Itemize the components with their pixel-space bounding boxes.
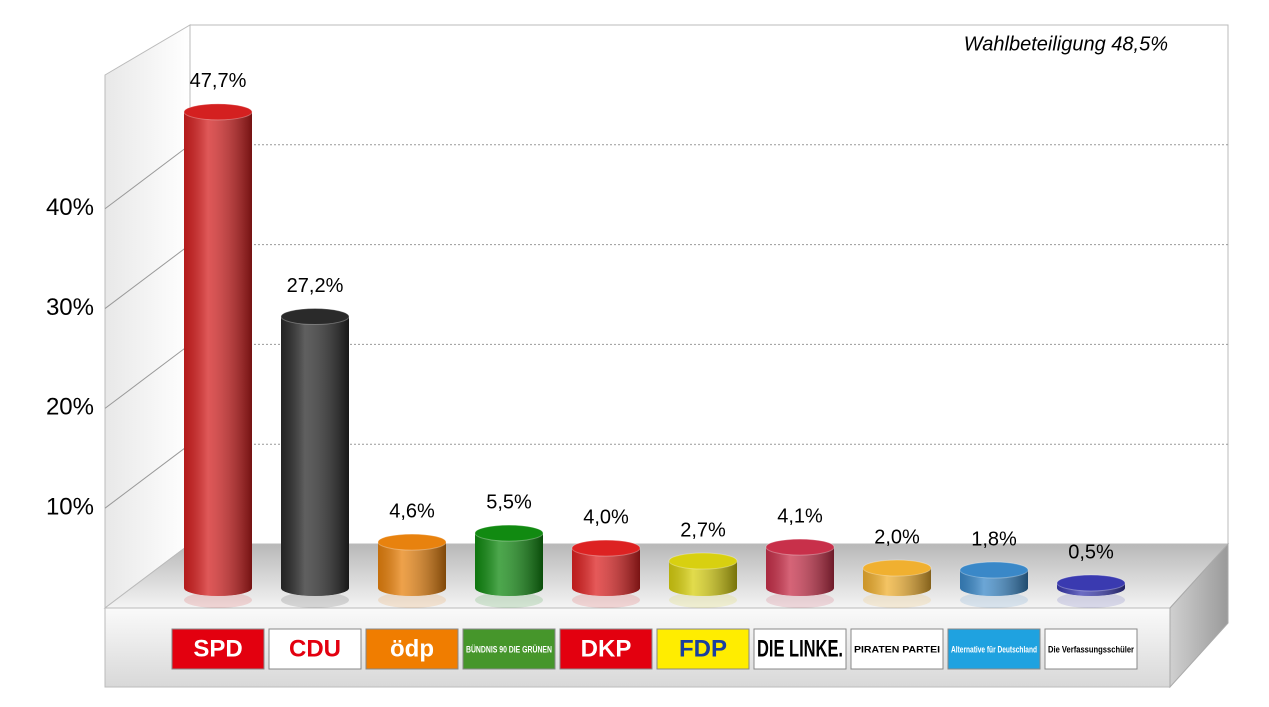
bar	[1056, 574, 1126, 608]
bar-part	[281, 592, 349, 608]
grid-line	[104, 443, 191, 509]
x-tick-label: BÜNDNIS 90 DIE GRÜNEN	[466, 644, 552, 654]
bar-part	[184, 592, 252, 608]
party-logo	[268, 628, 362, 670]
y-tick-label: 30%	[46, 294, 94, 321]
bar	[183, 103, 253, 608]
bar-part	[378, 542, 446, 596]
plot-frame	[103, 24, 1230, 689]
value-label: 47,7%	[190, 70, 247, 92]
y-tick-label: 40%	[46, 194, 94, 221]
party-logo	[559, 628, 653, 670]
bar-part	[863, 592, 931, 608]
bar	[862, 559, 932, 608]
party-logo	[753, 628, 847, 670]
bar-part	[572, 548, 640, 596]
value-label: 0,5%	[1068, 541, 1114, 563]
bar-part	[863, 568, 931, 596]
bar-part	[377, 533, 447, 551]
bar-part	[184, 111, 252, 597]
bar-part	[1057, 592, 1125, 608]
value-label: 5,5%	[486, 491, 532, 513]
bar-part	[959, 561, 1029, 579]
bar-part	[668, 552, 738, 570]
annotation: Wahlbeteiligung 48,5%	[964, 33, 1168, 55]
y-tick-label: 20%	[46, 394, 94, 421]
bar	[377, 533, 447, 608]
value-label: 4,0%	[583, 506, 629, 528]
bar-part	[766, 592, 834, 608]
bar-part	[475, 533, 543, 596]
bar-part	[669, 592, 737, 608]
x-tick-label: Die Verfassungsschüler	[1048, 644, 1134, 654]
bar	[765, 538, 835, 608]
bar-part	[1056, 574, 1126, 592]
bar-part	[281, 316, 349, 596]
x-tick-label: SPD	[193, 635, 242, 662]
party-logo	[656, 628, 750, 670]
bar-part	[378, 592, 446, 608]
value-label: 4,1%	[777, 505, 823, 527]
x-tick-label: DIE LINKE.	[757, 635, 843, 662]
bar	[571, 539, 641, 608]
bar-part	[474, 524, 544, 542]
x-tick-label: FDP	[679, 635, 727, 662]
party-logo	[171, 628, 265, 670]
y-tick-label: 10%	[46, 494, 94, 521]
bar-part	[960, 592, 1028, 608]
bar	[474, 524, 544, 608]
bar-part	[862, 559, 932, 577]
x-tick-label: ödp	[390, 635, 434, 662]
bar-part	[669, 561, 737, 596]
value-label: 2,7%	[680, 519, 726, 541]
value-label: 4,6%	[389, 500, 435, 522]
x-tick-label: PIRATEN PARTEI	[854, 644, 940, 654]
value-label: 2,0%	[874, 526, 920, 548]
value-label: 27,2%	[287, 275, 344, 297]
grid-line	[104, 343, 191, 409]
bar	[959, 561, 1029, 608]
bar-part	[766, 547, 834, 596]
x-tick-label: CDU	[289, 635, 341, 662]
party-logo	[850, 628, 944, 670]
party-logo	[365, 628, 459, 670]
bar-part	[183, 103, 253, 121]
bar-part	[572, 592, 640, 608]
x-tick-label: Alternative für Deutschland	[951, 644, 1037, 654]
bar	[280, 308, 350, 608]
party-logo	[1044, 628, 1138, 670]
bar-part	[475, 592, 543, 608]
bar-part	[280, 308, 350, 326]
bar-part	[571, 539, 641, 557]
grid-line	[104, 144, 191, 210]
value-label: 1,8%	[971, 528, 1017, 550]
party-logo	[947, 628, 1041, 670]
grid-line	[104, 244, 191, 309]
party-logo	[462, 628, 556, 670]
bar-part	[765, 538, 835, 556]
bar	[668, 552, 738, 608]
x-tick-label: DKP	[581, 635, 632, 662]
